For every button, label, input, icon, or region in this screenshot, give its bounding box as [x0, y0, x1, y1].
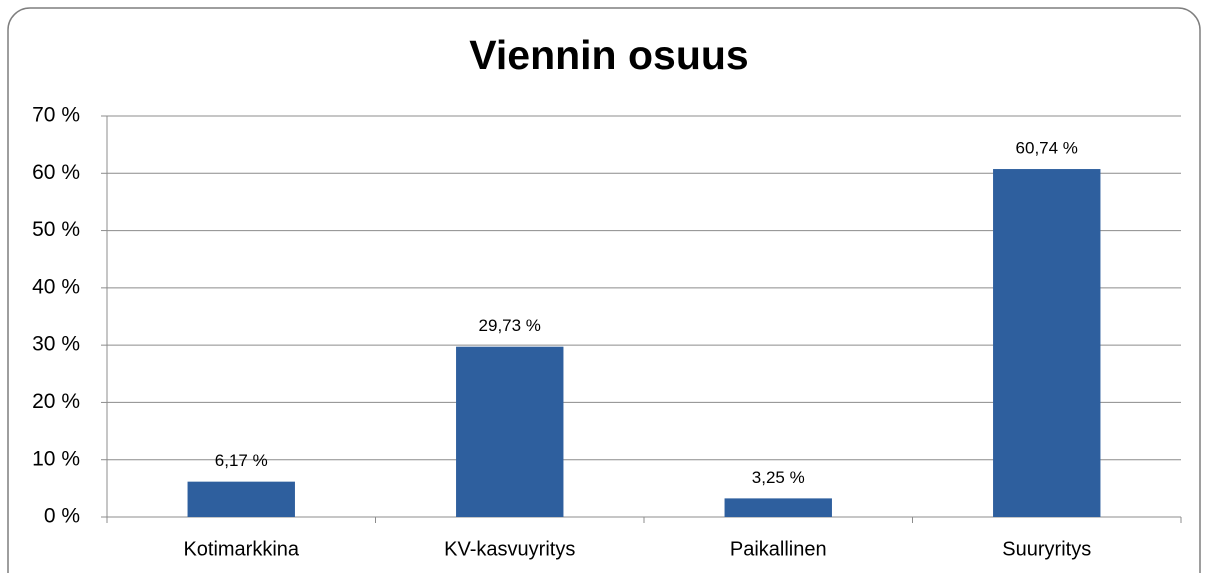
x-tick-label: Paikallinen — [730, 538, 827, 560]
y-tick-label: 30 % — [32, 333, 80, 356]
y-tick-label: 10 % — [32, 447, 80, 470]
bar — [993, 169, 1101, 517]
bar — [724, 498, 832, 517]
y-tick-label: 50 % — [32, 218, 80, 241]
x-tick-label: Suuryritys — [1002, 538, 1091, 560]
bar — [456, 346, 564, 517]
data-label: 3,25 % — [752, 468, 805, 487]
data-label: 29,73 % — [479, 316, 541, 335]
data-label: 60,74 % — [1016, 139, 1078, 158]
x-tick-label: KV-kasvuyritys — [444, 538, 575, 560]
y-tick-label: 40 % — [32, 275, 80, 298]
data-label: 6,17 % — [215, 451, 268, 470]
y-tick-label: 0 % — [44, 505, 80, 528]
chart-frame — [7, 7, 1201, 573]
bar — [187, 481, 295, 517]
x-tick-label: Kotimarkkina — [183, 538, 299, 560]
y-tick-label: 20 % — [32, 390, 80, 413]
y-tick-label: 60 % — [32, 161, 80, 184]
chart-title: Viennin osuus — [469, 32, 748, 78]
y-tick-label: 70 % — [32, 104, 80, 127]
